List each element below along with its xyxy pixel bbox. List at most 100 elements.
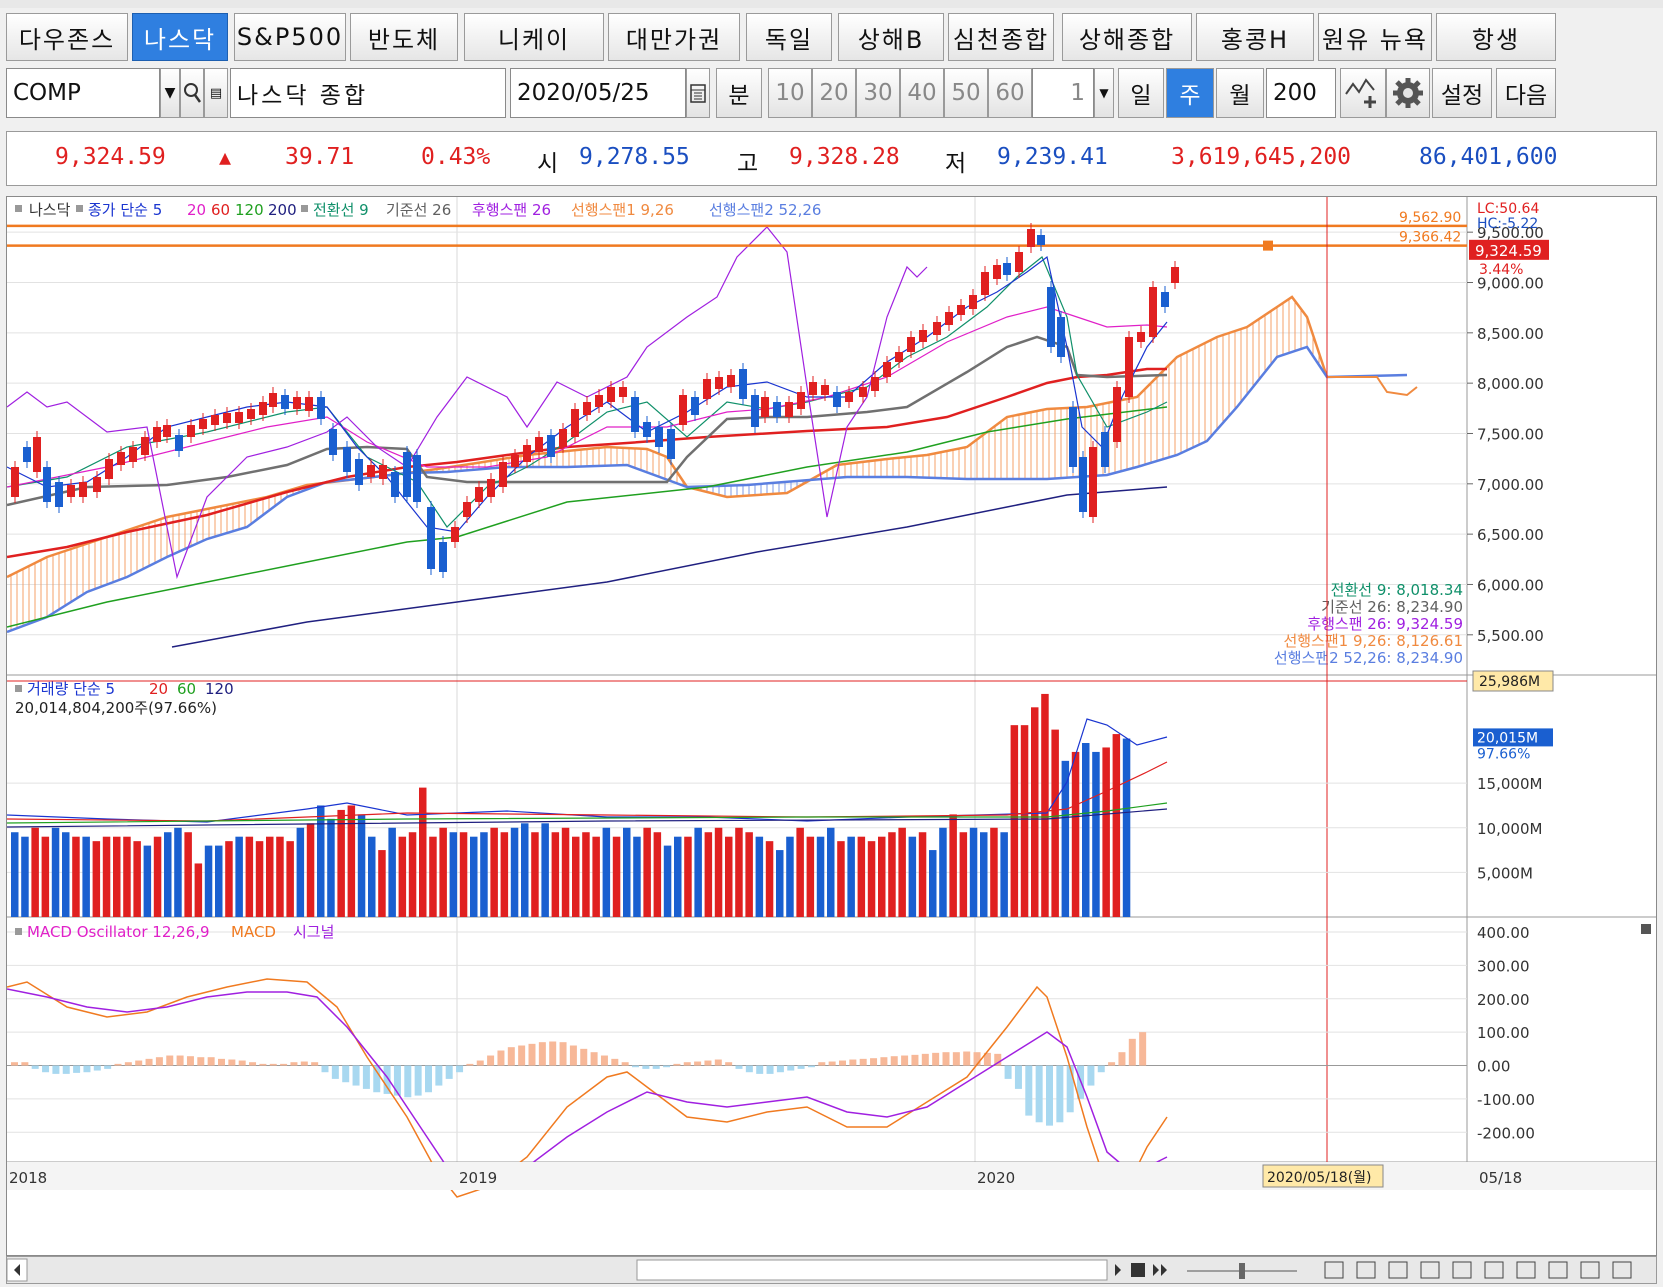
candle-body bbox=[259, 402, 267, 415]
gear-icon[interactable] bbox=[1386, 68, 1430, 118]
stock-chart[interactable]: 9,500.00 9,000.00 8,500.00 8,000.00 7,500.00… bbox=[6, 197, 1656, 1255]
candle-body bbox=[211, 415, 219, 425]
candle-body bbox=[43, 467, 51, 502]
volume-axis-label: 5,000M bbox=[1477, 864, 1533, 882]
bottom-toolbar-svg bbox=[6, 1258, 1632, 1282]
tab-12[interactable]: 원유 뉴욕 bbox=[1318, 13, 1432, 61]
volume-bar bbox=[480, 832, 488, 917]
candle-body bbox=[871, 377, 879, 391]
tab-3[interactable]: S&P500 bbox=[234, 13, 346, 61]
count-input[interactable]: 200 bbox=[1266, 68, 1336, 118]
price-legend-item: 나스닥 bbox=[29, 201, 71, 219]
candle-body bbox=[715, 377, 723, 389]
tab-11[interactable]: 홍콩H bbox=[1196, 13, 1314, 61]
zoom-slider-handle[interactable] bbox=[1239, 1263, 1245, 1279]
candle-body bbox=[511, 455, 519, 467]
macd-oscillator-bar bbox=[642, 1065, 650, 1069]
fast-forward-icon[interactable] bbox=[1153, 1264, 1167, 1276]
next-button[interactable]: 다음 bbox=[1496, 68, 1556, 118]
volume-bar bbox=[969, 827, 978, 917]
interval-button-50[interactable]: 50 bbox=[944, 68, 988, 118]
volume-bar bbox=[765, 841, 774, 917]
tab-13[interactable]: 항생 bbox=[1436, 13, 1556, 61]
interval-button-40[interactable]: 40 bbox=[900, 68, 944, 118]
volume-bar bbox=[133, 841, 141, 917]
macd-oscillator-bar bbox=[466, 1063, 474, 1066]
macd-oscillator-bar bbox=[518, 1045, 526, 1066]
interval-button-10[interactable]: 10 bbox=[768, 68, 812, 118]
chart-icon[interactable] bbox=[1452, 1261, 1472, 1279]
tab-2[interactable]: 나스닥 bbox=[132, 13, 228, 61]
stop-icon[interactable] bbox=[1131, 1263, 1145, 1277]
zoom-in-icon[interactable] bbox=[1580, 1261, 1600, 1279]
cursor-icon[interactable] bbox=[1484, 1261, 1504, 1279]
ichimoku-value: 선행스팬2 52,26: 8,234.90 bbox=[1274, 649, 1463, 667]
chart-area[interactable]: 9,500.00 9,000.00 8,500.00 8,000.00 7,500.00… bbox=[6, 196, 1657, 1256]
macd-oscillator-bar bbox=[725, 1062, 733, 1066]
scroll-thumb[interactable] bbox=[636, 1259, 1108, 1281]
candle-body bbox=[895, 352, 903, 362]
candle-body bbox=[67, 485, 75, 497]
tab-1[interactable]: 다우존스 bbox=[6, 13, 128, 61]
volume-bar bbox=[1122, 738, 1131, 917]
gear-icon[interactable] bbox=[1356, 1261, 1376, 1279]
macd-oscillator-bar bbox=[21, 1062, 29, 1066]
tab-8[interactable]: 상해B bbox=[838, 13, 944, 61]
candle-body bbox=[933, 322, 941, 335]
window-icon[interactable] bbox=[1420, 1261, 1440, 1279]
tab-10[interactable]: 상해종합 bbox=[1062, 13, 1192, 61]
volume-bar bbox=[521, 823, 529, 917]
zoom-icon[interactable] bbox=[1516, 1261, 1536, 1279]
period-button-2[interactable]: 주 bbox=[1166, 68, 1214, 118]
macd-oscillator-bar bbox=[973, 1052, 981, 1066]
candle-body bbox=[631, 397, 639, 432]
interval-button-20[interactable]: 20 bbox=[812, 68, 856, 118]
draw-icon[interactable] bbox=[1388, 1261, 1408, 1279]
symbol-list-icon[interactable]: ▤ bbox=[204, 68, 228, 118]
volume-bar bbox=[449, 832, 458, 917]
volume-bar bbox=[378, 850, 386, 917]
interval-button-30[interactable]: 30 bbox=[856, 68, 900, 118]
panel-close-icon bbox=[1641, 924, 1651, 934]
ma-20-line bbox=[6, 306, 1168, 488]
interval-button-60[interactable]: 60 bbox=[988, 68, 1032, 118]
up-arrow-icon: ▲ bbox=[219, 145, 232, 169]
volume-bar bbox=[439, 827, 447, 917]
date-input[interactable]: 2020/05/25 bbox=[510, 68, 686, 118]
macd-oscillator-bar bbox=[859, 1058, 867, 1066]
minute-button[interactable]: 분 bbox=[716, 68, 762, 118]
tab-7[interactable]: 독일 bbox=[746, 13, 832, 61]
indicator-add-icon[interactable] bbox=[1340, 68, 1386, 118]
macd-oscillator-bar bbox=[155, 1057, 163, 1066]
settings-button[interactable]: 설정 bbox=[1432, 68, 1492, 118]
low-price: 9,239.41 bbox=[997, 144, 1108, 170]
volume-bar bbox=[102, 836, 111, 917]
candle-body bbox=[1171, 267, 1179, 283]
font-icon[interactable] bbox=[1612, 1261, 1632, 1279]
zoom-out-icon[interactable] bbox=[1548, 1261, 1568, 1279]
search-icon[interactable] bbox=[180, 68, 204, 118]
candle-body bbox=[993, 265, 1001, 279]
macd-oscillator-bar bbox=[652, 1065, 660, 1069]
ma-60-line bbox=[6, 367, 1167, 559]
save-icon[interactable] bbox=[1324, 1261, 1344, 1279]
tab-6[interactable]: 대만가권 bbox=[608, 13, 740, 61]
unit-input[interactable]: 1 bbox=[1032, 68, 1094, 118]
calendar-icon[interactable] bbox=[686, 68, 710, 118]
future-span-1 bbox=[1327, 376, 1418, 397]
candle-body bbox=[105, 459, 113, 479]
macd-oscillator-bar bbox=[807, 1065, 815, 1068]
tab-9[interactable]: 심천종합 bbox=[948, 13, 1054, 61]
macd-oscillator-bar bbox=[880, 1057, 888, 1066]
macd-oscillator-bar bbox=[818, 1062, 826, 1066]
tab-5[interactable]: 니케이 bbox=[464, 13, 604, 61]
unit-dropdown-icon[interactable]: ▼ bbox=[1094, 68, 1114, 118]
period-button-3[interactable]: 월 bbox=[1216, 68, 1264, 118]
tab-4[interactable]: 반도체 bbox=[350, 13, 458, 61]
candle-body bbox=[403, 452, 411, 497]
symbol-code-input[interactable]: COMP bbox=[6, 68, 160, 118]
macd-oscillator-bar bbox=[373, 1065, 381, 1093]
period-button-1[interactable]: 일 bbox=[1118, 68, 1164, 118]
symbol-dropdown-icon[interactable]: ▼ bbox=[160, 68, 180, 118]
scroll-right-icon[interactable] bbox=[1115, 1264, 1121, 1276]
